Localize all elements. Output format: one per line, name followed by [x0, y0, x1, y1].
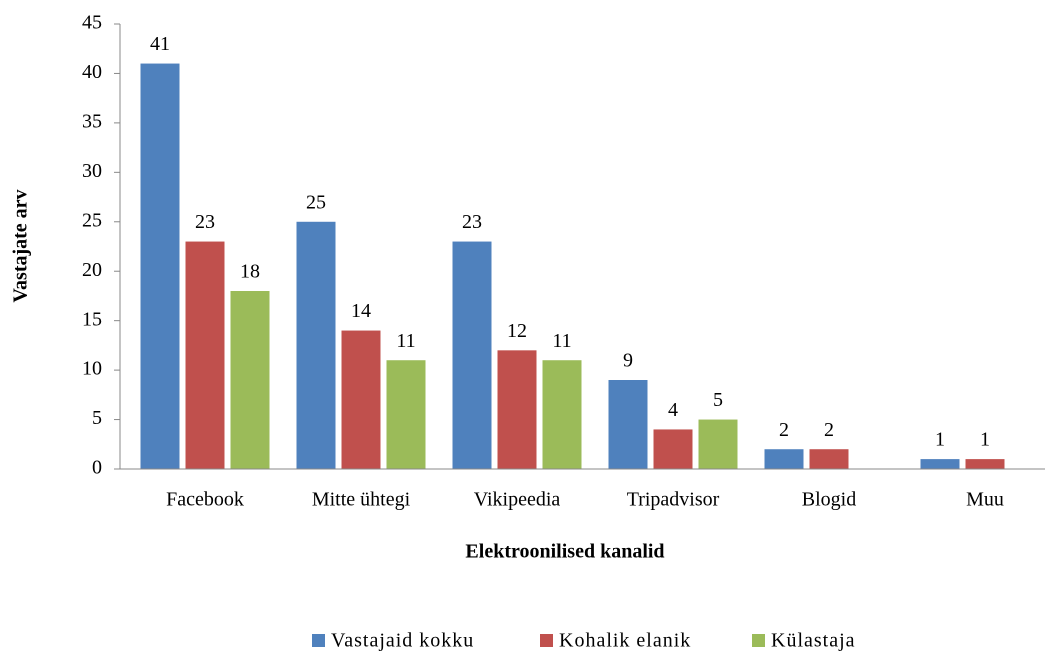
bar — [698, 419, 738, 469]
y-tick-label: 20 — [82, 259, 102, 281]
value-label: 2 — [824, 419, 834, 441]
bar — [809, 449, 849, 469]
value-label: 12 — [507, 320, 527, 342]
y-tick-label: 5 — [92, 407, 102, 429]
value-label: 18 — [240, 261, 260, 283]
y-tick-label: 40 — [82, 61, 102, 83]
legend-label: Külastaja — [771, 630, 856, 652]
bar — [542, 360, 582, 469]
x-tick-label: Muu — [966, 489, 1004, 511]
bar — [608, 380, 648, 469]
y-tick-label: 45 — [82, 12, 102, 34]
y-tick-label: 10 — [82, 358, 102, 380]
y-tick-label: 15 — [82, 308, 102, 330]
legend-swatch — [752, 634, 765, 647]
x-axis-title: Elektroonilised kanalid — [465, 541, 664, 563]
value-label: 1 — [980, 429, 990, 451]
x-tick-label: Blogid — [802, 489, 856, 511]
x-tick-label: Vikipeedia — [474, 489, 561, 511]
value-label: 4 — [668, 399, 678, 421]
value-label: 9 — [623, 350, 633, 372]
y-tick-label: 35 — [82, 110, 102, 132]
bar — [965, 459, 1005, 469]
bar — [764, 449, 804, 469]
y-tick-label: 30 — [82, 160, 102, 182]
x-tick-label: Mitte ühtegi — [312, 489, 411, 511]
bar — [230, 291, 270, 469]
bar — [497, 350, 537, 469]
bar — [296, 221, 336, 469]
value-label: 1 — [935, 429, 945, 451]
y-tick-label: 0 — [92, 457, 102, 479]
bar — [341, 330, 381, 469]
bar — [452, 241, 492, 469]
x-tick-label: Facebook — [166, 489, 244, 511]
x-tick-label: Tripadvisor — [627, 489, 720, 511]
legend-swatch — [312, 634, 325, 647]
bar — [386, 360, 426, 469]
value-label: 5 — [713, 389, 723, 411]
value-label: 41 — [150, 33, 170, 55]
legend-label: Vastajaid kokku — [331, 630, 474, 652]
legend-swatch — [540, 634, 553, 647]
bar — [140, 63, 180, 470]
value-label: 23 — [462, 211, 482, 233]
y-axis-title: Vastajate arv — [10, 189, 32, 302]
y-tick-label: 25 — [82, 209, 102, 231]
value-label: 11 — [396, 330, 415, 352]
value-label: 23 — [195, 211, 215, 233]
value-label: 2 — [779, 419, 789, 441]
value-label: 14 — [351, 300, 371, 322]
value-label: 25 — [306, 191, 326, 213]
value-label: 11 — [552, 330, 571, 352]
bar — [920, 459, 960, 469]
legend-label: Kohalik elanik — [559, 630, 691, 652]
bar — [653, 429, 693, 469]
bar — [185, 241, 225, 469]
